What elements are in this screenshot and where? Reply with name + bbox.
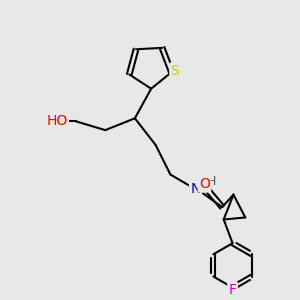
Text: H: H bbox=[206, 175, 216, 188]
Text: HO: HO bbox=[46, 114, 68, 128]
Text: S: S bbox=[171, 64, 179, 78]
Text: N: N bbox=[190, 182, 201, 196]
Text: O: O bbox=[199, 177, 210, 191]
Text: F: F bbox=[229, 283, 237, 297]
